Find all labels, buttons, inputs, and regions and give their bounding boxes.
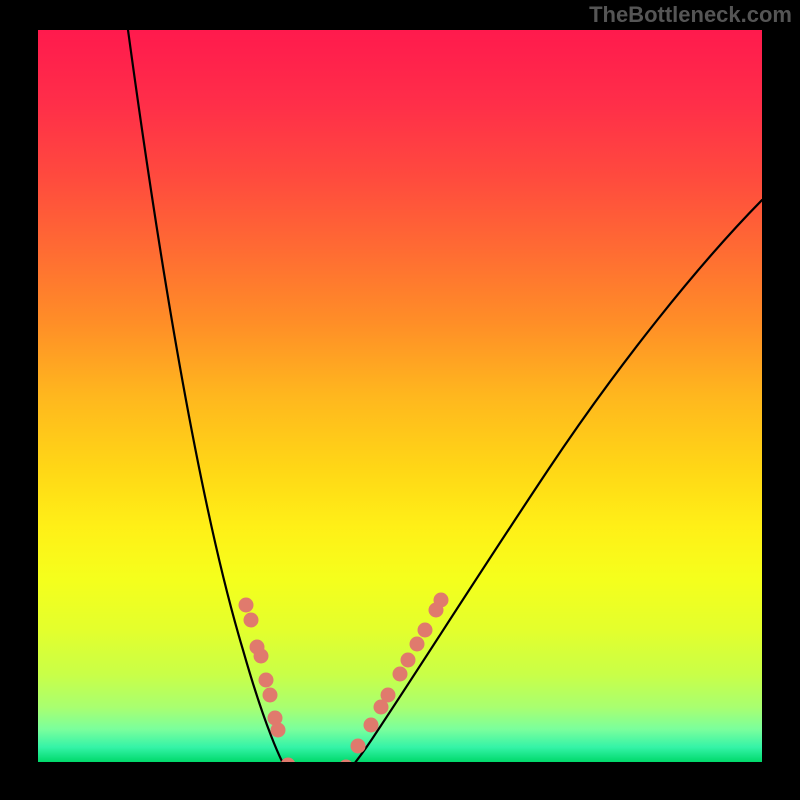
data-marker: [244, 613, 259, 628]
data-marker: [339, 760, 354, 763]
data-marker: [418, 623, 433, 638]
data-marker: [401, 653, 416, 668]
data-marker: [263, 688, 278, 703]
data-marker: [271, 723, 286, 738]
data-marker: [434, 593, 449, 608]
data-marker: [393, 667, 408, 682]
curves-layer: [38, 30, 762, 762]
data-marker: [254, 649, 269, 664]
chart-container: TheBottleneck.com: [0, 0, 800, 800]
data-marker: [259, 673, 274, 688]
data-marker: [281, 758, 296, 763]
curve-right-branch: [311, 200, 762, 762]
data-marker: [364, 718, 379, 733]
plot-area: [38, 30, 762, 762]
curve-left-branch: [128, 30, 311, 762]
data-marker: [410, 637, 425, 652]
data-marker: [239, 598, 254, 613]
data-marker: [351, 739, 366, 754]
watermark-text: TheBottleneck.com: [589, 2, 792, 28]
data-marker: [381, 688, 396, 703]
